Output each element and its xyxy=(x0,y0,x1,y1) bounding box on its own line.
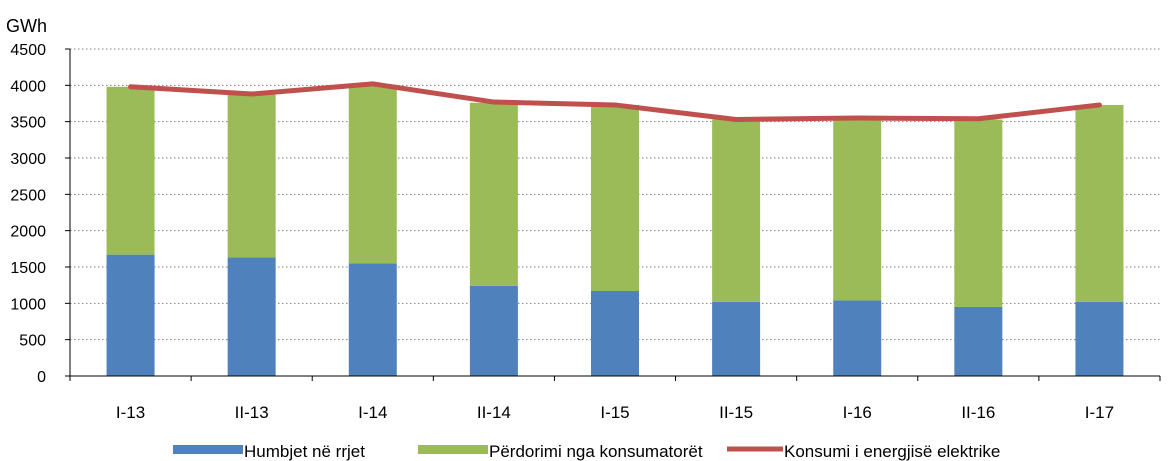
x-tick-label: II-13 xyxy=(235,403,269,422)
bar-usage xyxy=(348,84,397,264)
y-tick-label: 0 xyxy=(37,369,46,386)
bars xyxy=(106,84,1124,376)
series-line xyxy=(128,81,1102,122)
x-tick-label: II-15 xyxy=(719,403,753,422)
bar-losses xyxy=(833,300,882,376)
x-tick-label: II-16 xyxy=(961,403,995,422)
legend-label: Konsumi i energjisë elektrike xyxy=(784,442,1000,461)
y-tick-label: 4000 xyxy=(10,78,46,95)
bar-losses xyxy=(348,263,397,376)
legend-label: Përdorimi nga konsumatorët xyxy=(489,442,703,461)
bar-losses xyxy=(469,285,518,376)
bar-usage xyxy=(954,119,1003,307)
bar-losses xyxy=(591,290,639,376)
x-tick-label: I-16 xyxy=(843,403,872,422)
bar-usage xyxy=(469,102,518,286)
bar-usage xyxy=(712,119,761,302)
bar-usage xyxy=(227,92,276,258)
legend-label: Humbjet në rrjet xyxy=(244,442,365,461)
bar-losses xyxy=(1075,301,1124,376)
y-tick-label: 3500 xyxy=(10,115,46,132)
bar-losses xyxy=(954,306,1003,376)
legend-swatch xyxy=(418,445,488,454)
axes xyxy=(65,48,1161,381)
x-tick-label: II-14 xyxy=(477,403,511,422)
y-tick-label: 1000 xyxy=(10,296,46,313)
bar-usage xyxy=(591,104,639,291)
x-tick-label: I-17 xyxy=(1085,403,1114,422)
y-tick-label: 2500 xyxy=(10,187,46,204)
y-tick-label: 1500 xyxy=(10,260,46,277)
y-axis-label: GWh xyxy=(6,16,47,36)
y-tick-label: 500 xyxy=(19,333,46,350)
legend: Humbjet në rrjet Përdorimi nga konsumator… xyxy=(173,442,1000,461)
y-tick-label: 4500 xyxy=(10,42,46,59)
y-tick-label: 3000 xyxy=(10,151,46,168)
bar-usage xyxy=(833,118,882,301)
y-tick-label: 2000 xyxy=(10,224,46,241)
y-tick-labels: 0 500 1000 1500 2000 2500 3000 3500 4000 4500 xyxy=(10,42,46,386)
x-tick-label: I-15 xyxy=(600,403,629,422)
x-tick-label: I-13 xyxy=(116,403,145,422)
bar-losses xyxy=(106,254,155,376)
bar-losses xyxy=(227,257,276,376)
x-tick-labels: I-13 II-13 I-14 II-14 I-15 II-15 I-16 II-16 I-17 xyxy=(116,403,1114,422)
consumption-line xyxy=(128,81,1102,122)
x-tick-label: I-14 xyxy=(358,403,387,422)
legend-swatch xyxy=(173,445,243,454)
bar-losses xyxy=(712,301,761,376)
bar-usage xyxy=(1075,104,1124,302)
bar-usage xyxy=(106,86,155,255)
